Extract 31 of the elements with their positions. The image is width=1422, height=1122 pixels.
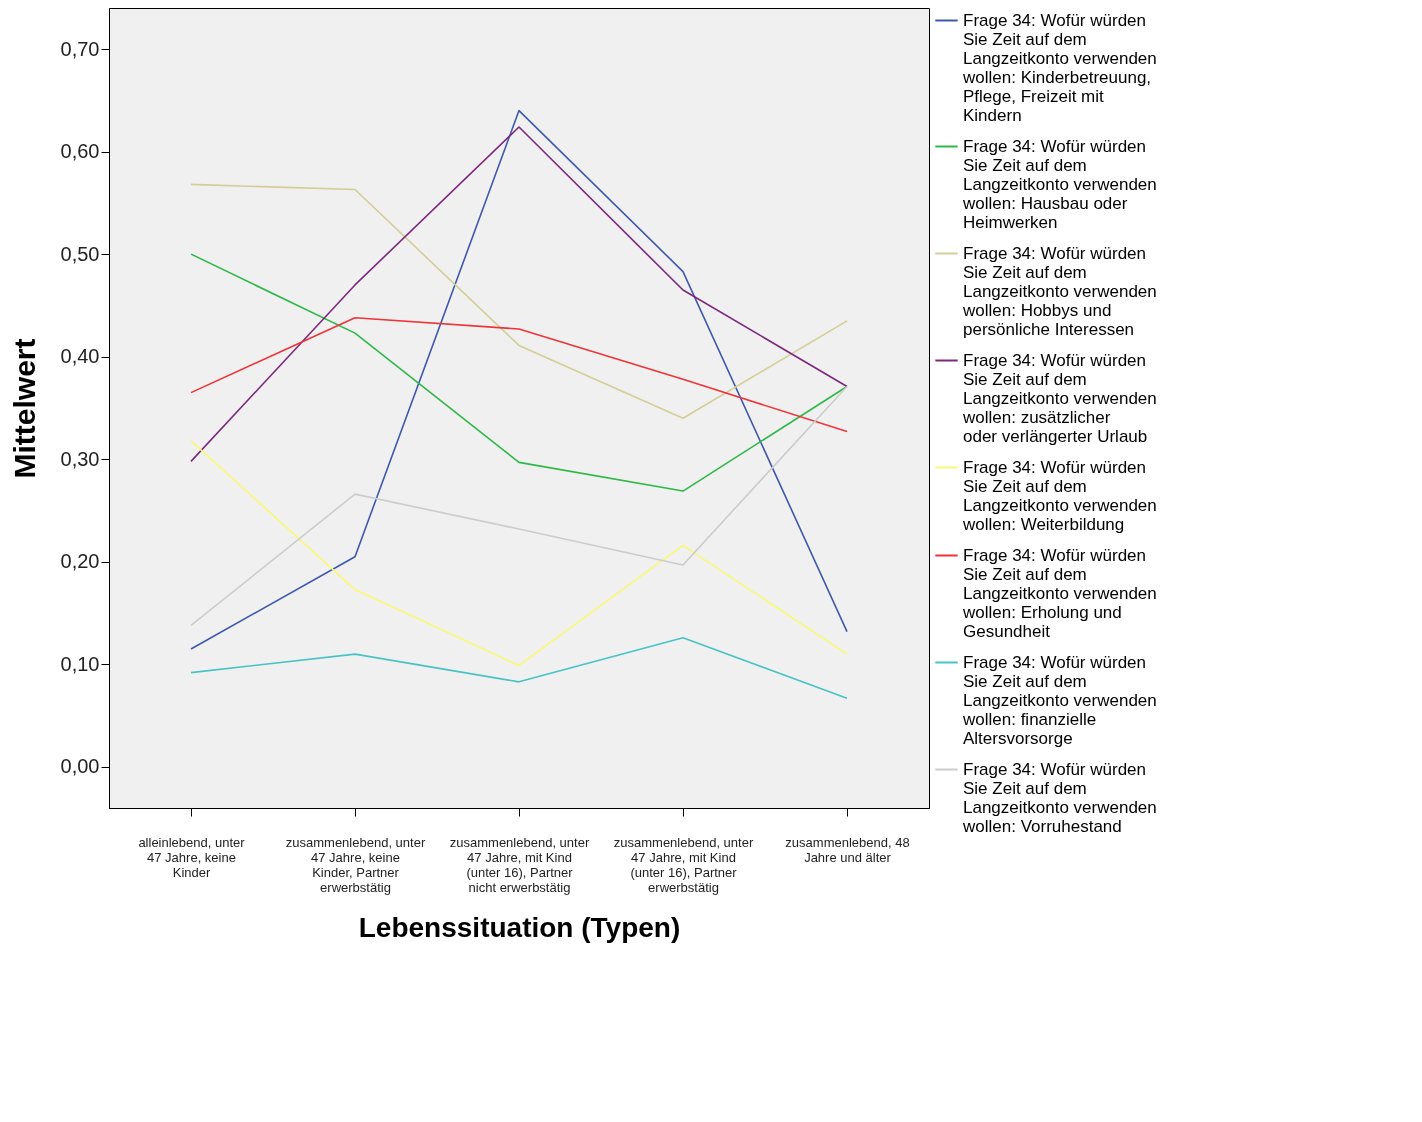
legend-label: Frage 34: Wofür würden Sie Zeit auf dem Langzeitkonto verwenden wollen: finanzielle Altersvorsorge (962, 652, 1157, 748)
x-tick-label: zusammenlebend, unter 47 Jahre, keine Kinder, Partner erwerbstätig (285, 834, 426, 895)
y-tick-label: 0,30 (60, 447, 100, 470)
x-tick-label: zusammenlebend, unter 47 Jahre, mit Kind (unter 16), Partner nicht erwerbstätig (449, 834, 590, 895)
line-series (190, 440, 848, 667)
line-series (190, 316, 848, 433)
legend-label: Frage 34: Wofür würden Sie Zeit auf dem Langzeitkonto verwenden wollen: Hausbau oder Heimwerken (962, 136, 1157, 232)
legend-label: Frage 34: Wofür würden Sie Zeit auf dem Langzeitkonto verwenden wollen: zusätzlicher oder verlängerter Urlaub (962, 350, 1157, 446)
x-tick-label: alleinlebend, unter 47 Jahre, keine Kinder (138, 834, 246, 880)
x-axis-title: Lebenssituation (Typen) (358, 911, 681, 943)
legend-label: Frage 34: Wofür würden Sie Zeit auf dem Langzeitkonto verwenden wollen: Vorruhestand (962, 759, 1157, 836)
x-tick-label: zusammenlebend, unter 47 Jahre, mit Kind (unter 16), Partner erwerbstätig (613, 834, 754, 895)
y-tick-label: 0,50 (60, 242, 100, 265)
line-series (190, 253, 848, 492)
line-series (190, 126, 848, 463)
y-tick-label: 0,10 (60, 652, 100, 675)
legend-label: Frage 34: Wofür würden Sie Zeit auf dem Langzeitkonto verwenden wollen: Weiterbildung (962, 457, 1157, 534)
y-tick-label: 0,40 (60, 345, 100, 368)
y-tick-label: 0,00 (60, 755, 100, 778)
x-tick-label: zusammenlebend, 48 Jahre und älter (785, 834, 910, 865)
y-tick-label: 0,60 (60, 140, 100, 163)
line-series (190, 109, 848, 650)
line-series (190, 636, 848, 700)
line-series (190, 183, 848, 420)
legend-label: Frage 34: Wofür würden Sie Zeit auf dem Langzeitkonto verwenden wollen: Kinderbetreuung, Pflege, Freizeit mit Kindern (962, 10, 1157, 125)
legend-label: Frage 34: Wofür würden Sie Zeit auf dem Langzeitkonto verwenden wollen: Hobbys und persönliche Interessen (962, 243, 1157, 339)
line-series (190, 385, 848, 627)
y-axis-title: Mittelwert (7, 338, 41, 479)
y-tick-label: 0,20 (60, 550, 100, 573)
legend-label: Frage 34: Wofür würden Sie Zeit auf dem Langzeitkonto verwenden wollen: Erholung und Gesundheit (962, 545, 1157, 641)
y-tick-label: 0,70 (60, 37, 100, 60)
